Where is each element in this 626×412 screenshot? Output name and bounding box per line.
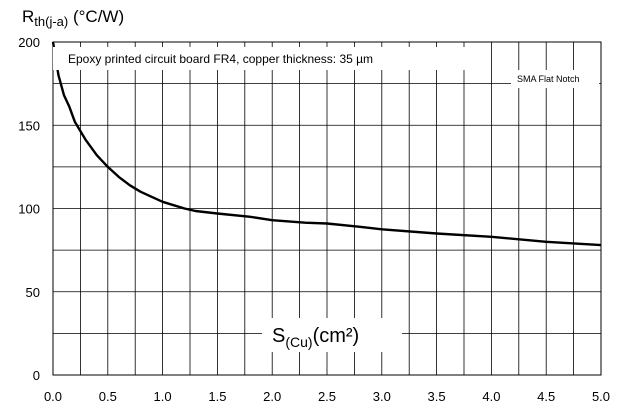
y-tick-label: 150: [18, 118, 40, 133]
y-axis-title-sub: th(j-a): [34, 14, 68, 29]
x-tick-label: 2.5: [318, 389, 336, 404]
annotation-text: Epoxy printed circuit board FR4, copper …: [68, 52, 373, 66]
x-axis-title-unit: (cm²): [313, 325, 360, 347]
x-tick-label: 3.0: [373, 389, 391, 404]
x-tick-label: 5.0: [592, 389, 610, 404]
y-tick-label: 50: [26, 285, 40, 300]
x-axis-title-sub: (Cu): [285, 334, 312, 350]
y-axis-title: Rth(j-a) (°C/W): [22, 7, 124, 29]
x-tick-label: 2.0: [263, 389, 281, 404]
x-tick-label: 1.5: [208, 389, 226, 404]
x-tick-label: 0.0: [44, 389, 62, 404]
y-tick-label: 0: [33, 368, 40, 383]
y-tick-label: 100: [18, 202, 40, 217]
x-tick-label: 4.0: [482, 389, 500, 404]
legend-label: SMA Flat Notch: [517, 74, 580, 84]
x-tick-label: 1.0: [154, 389, 172, 404]
y-axis-title-unit: (°C/W): [68, 7, 124, 26]
x-tick-label: 3.5: [428, 389, 446, 404]
x-axis-title: S(Cu)(cm²): [272, 325, 359, 350]
x-tick-label: 4.5: [537, 389, 555, 404]
y-tick-label: 200: [18, 35, 40, 50]
x-axis-title-main: S: [272, 325, 285, 347]
y-axis-title-main: R: [22, 7, 34, 26]
x-tick-label: 0.5: [99, 389, 117, 404]
